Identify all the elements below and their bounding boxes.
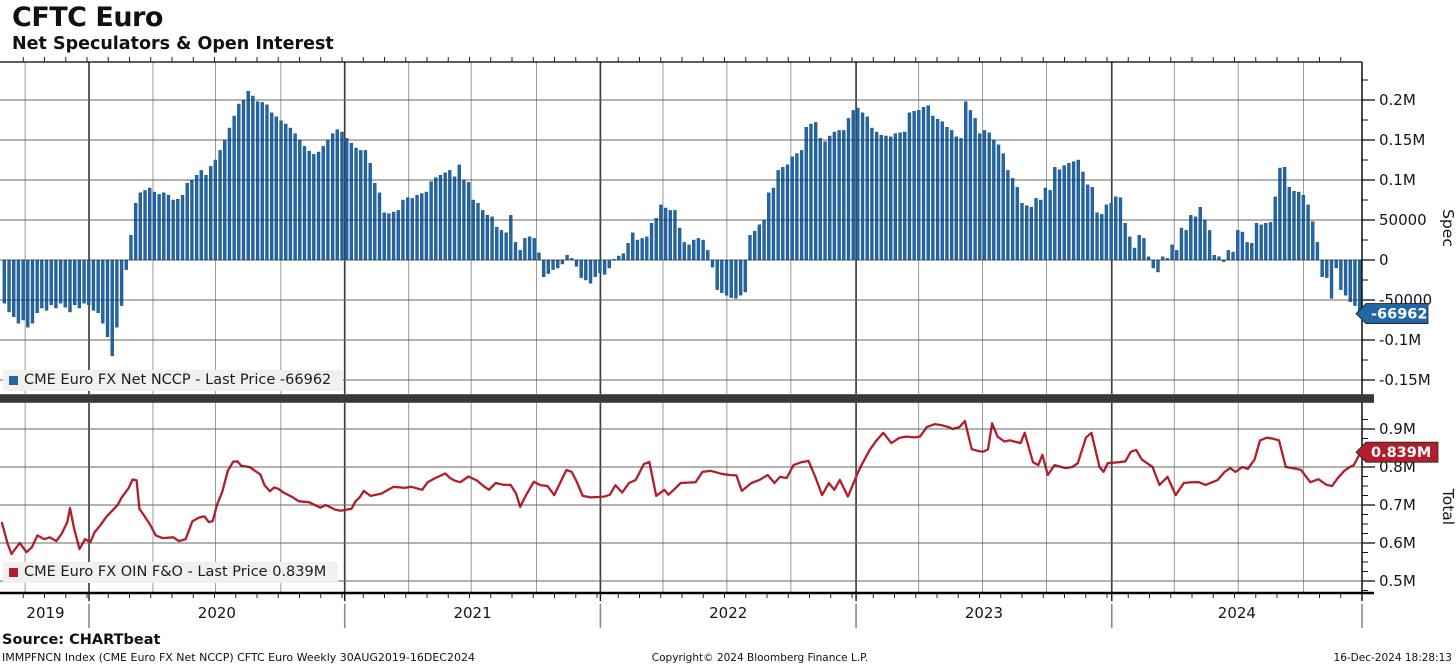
y-axes: 0.2M0.15M0.1M500000-50000-0.1M-0.15M0.9M… <box>1362 79 1456 591</box>
legend-swatch-blue-icon <box>9 375 18 385</box>
total-axis-title: Total <box>1439 488 1456 525</box>
svg-text:-0.15M: -0.15M <box>1379 371 1431 389</box>
svg-text:2021: 2021 <box>453 604 491 622</box>
total-last-price-badge: 0.839M <box>1355 441 1439 463</box>
legend-swatch-red-icon <box>9 567 18 577</box>
spec-last-price-badge: -66962 <box>1355 303 1429 324</box>
footer-copyright: Copyright© 2024 Bloomberg Finance L.P. <box>651 652 869 664</box>
page-subtitle: Net Speculators & Open Interest <box>12 34 334 54</box>
svg-text:0.9M: 0.9M <box>1379 420 1416 438</box>
svg-text:2020: 2020 <box>198 604 236 622</box>
svg-text:2024: 2024 <box>1218 604 1256 622</box>
svg-text:0.1M: 0.1M <box>1379 171 1416 189</box>
svg-text:2022: 2022 <box>709 604 747 622</box>
footer-description: IMMPFNCN Index (CME Euro FX Net NCCP) CF… <box>2 651 475 664</box>
legend-oin-label: CME Euro FX OIN F&O - Last Price 0.839M <box>24 564 327 580</box>
svg-text:-66962: -66962 <box>1371 307 1427 323</box>
x-axis: 2019 2020 2021 2022 2023 2024 <box>22 57 1363 628</box>
svg-text:0.839M: 0.839M <box>1371 445 1431 461</box>
footer-source: Source: CHARTbeat <box>2 632 161 648</box>
svg-text:-0.1M: -0.1M <box>1379 331 1421 349</box>
svg-text:0.7M: 0.7M <box>1379 496 1416 514</box>
svg-text:0: 0 <box>1379 251 1389 269</box>
svg-text:0.2M: 0.2M <box>1379 91 1416 109</box>
svg-text:50000: 50000 <box>1379 211 1427 229</box>
spec-axis-title: Spec <box>1439 209 1456 247</box>
page-title: CFTC Euro <box>12 2 163 33</box>
gridline-overlay <box>0 99 1362 582</box>
svg-text:2019: 2019 <box>26 604 64 622</box>
svg-text:0.5M: 0.5M <box>1379 572 1416 590</box>
legend-oin[interactable]: CME Euro FX OIN F&O - Last Price 0.839M <box>3 562 339 583</box>
open-interest-line <box>0 419 1362 556</box>
legend-net-nccp[interactable]: CME Euro FX Net NCCP - Last Price -66962 <box>3 370 344 391</box>
plot-frame <box>0 61 1374 595</box>
legend-net-nccp-label: CME Euro FX Net NCCP - Last Price -66962 <box>24 372 332 388</box>
svg-text:2023: 2023 <box>965 604 1003 622</box>
net-nccp-bars <box>2 90 1362 357</box>
svg-text:0.15M: 0.15M <box>1379 131 1425 149</box>
gridlines <box>0 62 1362 593</box>
footer-timestamp: 16-Dec-2024 18:28:13 <box>1333 652 1452 664</box>
svg-text:0.6M: 0.6M <box>1379 534 1416 552</box>
